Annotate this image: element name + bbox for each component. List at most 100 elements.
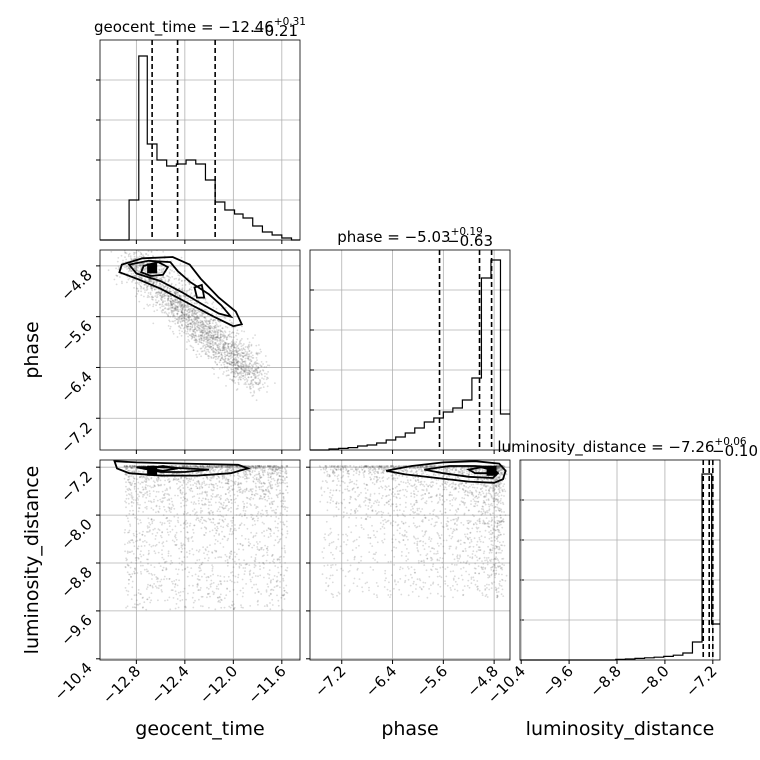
scatter-point — [157, 479, 160, 481]
scatter-point — [125, 481, 127, 484]
scatter-point — [228, 466, 231, 468]
scatter-point — [261, 470, 264, 473]
scatter-point — [240, 348, 243, 350]
scatter-point — [207, 334, 210, 337]
scatter-point — [107, 269, 110, 272]
scatter-point — [251, 576, 254, 579]
scatter-point — [209, 583, 212, 586]
scatter-point — [192, 308, 195, 310]
scatter-point — [133, 488, 136, 490]
scatter-point — [230, 363, 232, 366]
scatter-point — [149, 279, 152, 281]
scatter-point — [127, 493, 130, 495]
scatter-point — [272, 466, 274, 469]
scatter-point — [264, 493, 267, 496]
scatter-point — [198, 329, 201, 332]
scatter-point — [149, 273, 152, 276]
scatter-point — [217, 466, 220, 468]
scatter-point — [177, 606, 180, 609]
scatter-point — [175, 301, 178, 304]
scatter-point — [142, 471, 145, 473]
scatter-point — [160, 536, 163, 539]
scatter-point — [230, 343, 233, 346]
scatter-point — [269, 593, 272, 596]
scatter-point — [226, 524, 228, 527]
scatter-point — [285, 584, 288, 587]
scatter-point — [200, 329, 203, 331]
scatter-point — [241, 375, 244, 378]
scatter-point — [259, 370, 261, 373]
scatter-point — [280, 505, 283, 508]
scatter-point — [245, 488, 248, 490]
scatter-point — [124, 500, 126, 503]
scatter-point — [178, 547, 181, 550]
scatter-point — [130, 270, 132, 273]
scatter-point — [195, 472, 198, 474]
scatter-point — [269, 503, 271, 506]
scatter-point — [127, 520, 130, 523]
scatter-point — [191, 314, 193, 316]
scatter-point — [285, 514, 288, 517]
scatter-point — [205, 343, 208, 346]
scatter-point — [219, 334, 222, 337]
scatter-point — [218, 465, 221, 467]
scatter-point — [233, 481, 236, 484]
scatter-point — [247, 356, 250, 358]
scatter-point — [183, 476, 186, 479]
scatter-point — [118, 266, 121, 269]
scatter-point — [152, 322, 155, 325]
scatter-point — [157, 476, 160, 478]
scatter-point — [273, 561, 275, 564]
scatter-point — [210, 345, 213, 348]
scatter-point — [207, 559, 210, 562]
scatter-point — [228, 533, 231, 536]
scatter-point — [195, 320, 198, 323]
scatter-point — [234, 480, 237, 483]
scatter-point — [177, 516, 180, 519]
scatter-point — [160, 500, 163, 503]
scatter-point — [208, 511, 211, 514]
scatter-point — [232, 344, 234, 347]
scatter-point — [273, 558, 275, 561]
scatter-point — [165, 560, 168, 563]
scatter-point — [219, 349, 222, 352]
scatter-point — [271, 503, 274, 506]
scatter-point — [205, 341, 208, 343]
scatter-point — [222, 346, 225, 349]
scatter-point — [143, 255, 145, 258]
scatter-point — [165, 567, 168, 569]
scatter-point — [215, 587, 218, 590]
scatter-point — [187, 323, 190, 326]
scatter-point — [227, 509, 230, 512]
scatter-point — [278, 475, 281, 477]
scatter-point — [227, 467, 229, 470]
scatter-point — [253, 566, 256, 569]
scatter-point — [238, 566, 241, 569]
scatter-point — [251, 493, 253, 496]
scatter-point — [150, 592, 153, 595]
scatter-point — [217, 352, 220, 355]
scatter-point — [139, 491, 142, 494]
scatter-point — [145, 284, 148, 286]
scatter-point — [191, 332, 194, 335]
scatter-point — [172, 314, 175, 317]
scatter-point — [182, 305, 185, 307]
scatter-point — [282, 492, 284, 495]
scatter-point — [193, 295, 196, 298]
scatter-point — [174, 301, 176, 304]
scatter-point — [453, 558, 456, 561]
scatter-point — [227, 561, 229, 564]
scatter-point — [152, 544, 155, 547]
scatter-point — [165, 568, 168, 570]
scatter-point — [133, 572, 136, 575]
scatter-point — [127, 267, 130, 270]
scatter-point — [259, 467, 261, 469]
scatter-point — [151, 296, 154, 299]
y-tick-label-luminosity-distance: −10.4 — [51, 659, 96, 704]
scatter-point — [212, 347, 215, 350]
scatter-point — [147, 558, 149, 561]
scatter-point — [176, 519, 179, 522]
scatter-point — [210, 326, 213, 329]
scatter-point — [204, 298, 207, 301]
scatter-point — [208, 320, 211, 323]
